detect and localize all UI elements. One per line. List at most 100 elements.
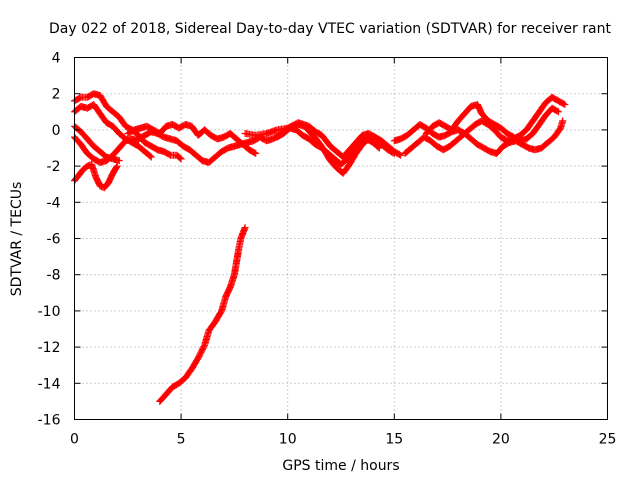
- data-point: [173, 151, 184, 162]
- y-tick-label: -12: [38, 340, 61, 356]
- data-point: [173, 137, 186, 149]
- data-point: [147, 153, 155, 161]
- data-point: [103, 152, 116, 165]
- data-point: [211, 149, 224, 161]
- data-point: [124, 127, 137, 137]
- data-point: [343, 145, 357, 163]
- data-point: [503, 130, 516, 140]
- x-tick-label: 0: [70, 432, 79, 448]
- data-point: [90, 101, 103, 116]
- axis-ticks: 0 5 10 15 20 25 -16 -14 -12 -10 -8 -6 -4 -2 0 2 4: [38, 51, 617, 448]
- series-track-12: [422, 101, 562, 145]
- data-point: [559, 117, 567, 125]
- y-tick-label: -10: [38, 304, 61, 320]
- data-point: [523, 118, 536, 134]
- data-point: [96, 182, 107, 191]
- series-track-1: [71, 90, 185, 163]
- data-point: [77, 140, 90, 156]
- y-tick-label: -2: [47, 159, 61, 175]
- data-point: [307, 130, 321, 144]
- data-point: [452, 132, 465, 145]
- data-point: [179, 142, 192, 153]
- data-points: [71, 90, 569, 405]
- data-point: [186, 146, 199, 158]
- data-point: [273, 130, 286, 141]
- data-point: [407, 140, 421, 152]
- series-track-5: [71, 133, 142, 166]
- series-track-9: [273, 124, 383, 168]
- data-point: [75, 167, 86, 179]
- y-tick-label: -14: [38, 376, 61, 392]
- data-point: [371, 133, 385, 147]
- data-point: [554, 108, 562, 116]
- data-point: [535, 100, 549, 116]
- data-point: [115, 157, 123, 165]
- data-point: [79, 163, 90, 174]
- data-point: [401, 145, 414, 157]
- data-point: [375, 144, 383, 152]
- grid: [74, 57, 608, 420]
- data-point: [544, 134, 557, 147]
- data-point: [529, 122, 542, 137]
- data-point: [113, 162, 121, 170]
- data-point: [346, 151, 359, 168]
- y-tick-label: 0: [52, 123, 61, 139]
- y-tick-label: -8: [47, 268, 61, 284]
- data-point: [439, 143, 452, 154]
- data-point: [205, 154, 218, 166]
- data-point: [459, 127, 472, 139]
- data-point: [384, 146, 397, 157]
- data-point: [318, 131, 333, 149]
- data-point: [83, 149, 97, 162]
- data-point: [363, 135, 376, 146]
- data-point: [188, 355, 201, 373]
- data-point: [103, 119, 116, 130]
- data-point: [218, 145, 231, 156]
- data-point: [241, 224, 249, 232]
- data-point: [337, 156, 350, 168]
- y-tick-label: 2: [52, 87, 61, 103]
- data-point: [135, 142, 148, 155]
- data-point: [175, 375, 188, 387]
- series-track-3: [71, 122, 123, 165]
- data-point: [523, 130, 536, 143]
- x-tick-label: 10: [279, 432, 297, 448]
- data-point: [484, 117, 497, 128]
- data-point: [252, 149, 260, 157]
- data-point: [311, 140, 324, 151]
- data-point: [218, 294, 229, 315]
- data-point: [194, 343, 208, 362]
- data-point: [311, 128, 324, 139]
- data-point: [480, 144, 493, 155]
- data-point: [390, 149, 398, 157]
- data-point: [181, 366, 195, 382]
- data-point: [324, 149, 337, 162]
- data-point: [561, 101, 569, 109]
- data-point: [493, 143, 506, 157]
- data-point: [473, 140, 487, 151]
- x-tick-label: 15: [385, 432, 403, 448]
- data-point: [299, 131, 312, 142]
- data-point: [478, 117, 491, 128]
- data-point: [169, 380, 182, 391]
- data-point: [518, 140, 531, 151]
- series-track-13: [156, 224, 249, 405]
- data-point: [100, 180, 112, 192]
- data-point: [422, 123, 436, 137]
- data-point: [491, 126, 504, 140]
- data-point: [491, 121, 504, 131]
- data-point: [115, 138, 129, 152]
- data-point: [83, 135, 97, 149]
- data-point: [397, 151, 405, 159]
- data-point: [448, 118, 461, 134]
- series-track-4: [71, 160, 121, 192]
- data-point: [96, 110, 110, 125]
- data-point: [326, 142, 340, 155]
- data-point: [192, 151, 205, 164]
- series-track-11: [401, 93, 569, 157]
- data-point: [135, 132, 148, 143]
- data-point: [446, 138, 459, 150]
- data-point: [292, 126, 306, 138]
- data-point: [109, 163, 120, 177]
